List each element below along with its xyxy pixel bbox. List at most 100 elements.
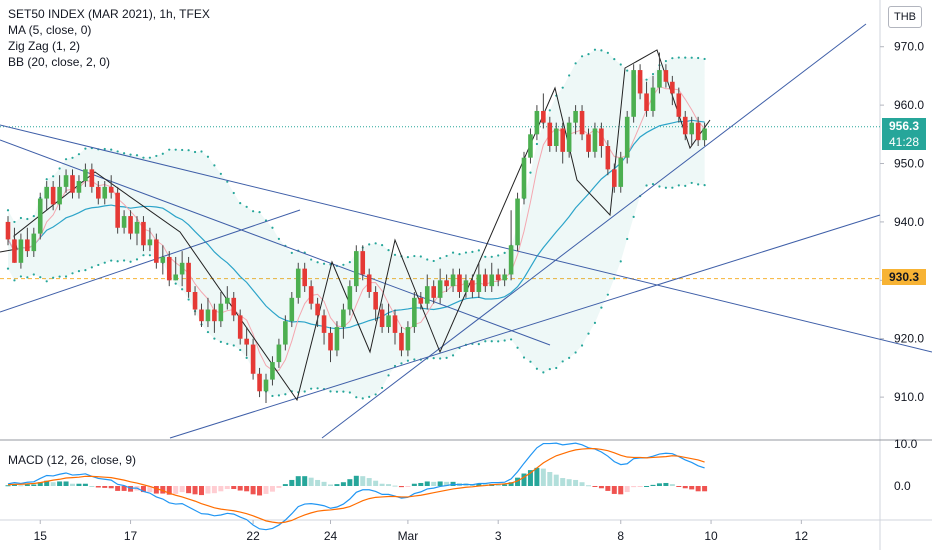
bollinger-upper-point [626,69,629,72]
bollinger-lower-point [677,184,680,187]
macd-histogram-bar [386,484,392,486]
bollinger-upper-point [258,211,261,214]
bollinger-upper-point [477,249,480,252]
candle-body [599,128,604,146]
macd-histogram-bar [173,486,179,494]
macd-histogram-bar [257,486,263,496]
bollinger-band-fill [8,49,705,399]
macd-histogram-bar [676,486,682,487]
candle-body [115,192,120,228]
bollinger-upper-point [413,254,416,258]
macd-histogram-bar [508,482,514,486]
bollinger-upper-point [535,142,539,146]
candle-body [463,280,469,292]
macd-histogram-bar [424,481,430,486]
bollinger-upper-point [19,216,22,220]
candle-body [108,186,114,193]
bollinger-lower-point [432,357,435,360]
bollinger-lower-point [226,342,229,345]
macd-histogram-bar [76,483,82,486]
candle-body [218,303,224,322]
y-tick-label: 960.0 [894,98,924,112]
currency-button[interactable]: THB [888,6,922,28]
bollinger-upper-point [213,164,216,167]
bollinger-lower-point [213,337,216,340]
candle-body [212,309,217,322]
bollinger-basis-line [7,119,705,330]
bollinger-lower-point [277,394,280,397]
macd-histogram-bar [579,482,585,486]
bollinger-lower-point [239,348,242,352]
bollinger-upper-point [52,175,55,178]
candle-body [444,280,449,287]
bollinger-upper-point [684,56,687,59]
macd-histogram-bar [553,474,559,486]
bollinger-upper-point [219,172,222,175]
indicator-zigzag-label: Zig Zag (1, 2) [8,39,81,53]
candle-body [470,280,475,292]
candle-body [489,274,495,287]
bollinger-lower-point [45,280,48,283]
bollinger-upper-point [103,147,106,151]
macd-histogram-bar [328,484,333,486]
macd-histogram-bar [444,481,450,486]
macd-histogram-bar [57,481,63,486]
macd-histogram-bar [302,476,308,486]
candle-body [276,344,282,363]
macd-histogram-bar [650,484,656,486]
bollinger-lower-point [406,359,409,362]
bollinger-lower-point [32,273,35,276]
bollinger-lower-point [522,356,526,359]
macd-histogram-bar [624,486,630,493]
candle-body [121,216,127,228]
candle-body [405,327,411,351]
zigzag-line [0,49,711,402]
macd-histogram-bar [205,486,211,494]
candle-body [192,292,198,310]
last-price-value: 956.3 [888,119,920,133]
candle-body [495,274,501,281]
macd-histogram-bar [418,482,424,486]
macd-histogram-bar [5,485,11,487]
candle-body [392,315,398,333]
macd-histogram-bar [244,486,250,492]
indicator-ma-label: MA (5, close, 0) [8,23,92,37]
candle-body [257,373,262,392]
bollinger-lower-point [13,279,16,282]
bollinger-lower-point [510,338,513,341]
macd-histogram-bar [669,484,675,486]
bollinger-lower-point [451,354,455,357]
candle-body [657,70,662,88]
candle-body [412,297,417,328]
bollinger-lower-point [232,344,235,347]
bollinger-upper-point [206,155,210,158]
candle-body [244,338,249,345]
candle-body [128,216,133,234]
bollinger-lower-point [516,346,519,349]
candle-body [347,286,353,310]
bollinger-lower-point [129,260,132,263]
candle-body [618,157,624,187]
bollinger-lower-point [393,364,397,368]
candle-body [682,116,688,135]
bollinger-lower-point [374,393,377,396]
bollinger-lower-point [684,184,687,187]
macd-tick-label: 0.0 [894,479,911,493]
candle-body [179,262,185,275]
macd-histogram-bar [37,482,43,486]
bollinger-upper-point [277,237,280,240]
bollinger-lower-point [206,330,210,334]
macd-histogram-bar [411,483,417,486]
candle-body [141,221,146,246]
macd-histogram-bar [250,486,256,495]
macd-histogram-bar [547,472,553,486]
bollinger-upper-point [226,180,229,183]
x-tick-label: Mar [398,529,419,543]
bollinger-upper-point [677,56,680,59]
bollinger-upper-point [464,251,468,254]
bollinger-lower-point [484,340,487,343]
candle-body [547,122,553,146]
bollinger-upper-point [322,262,326,265]
bollinger-upper-point [232,191,235,195]
